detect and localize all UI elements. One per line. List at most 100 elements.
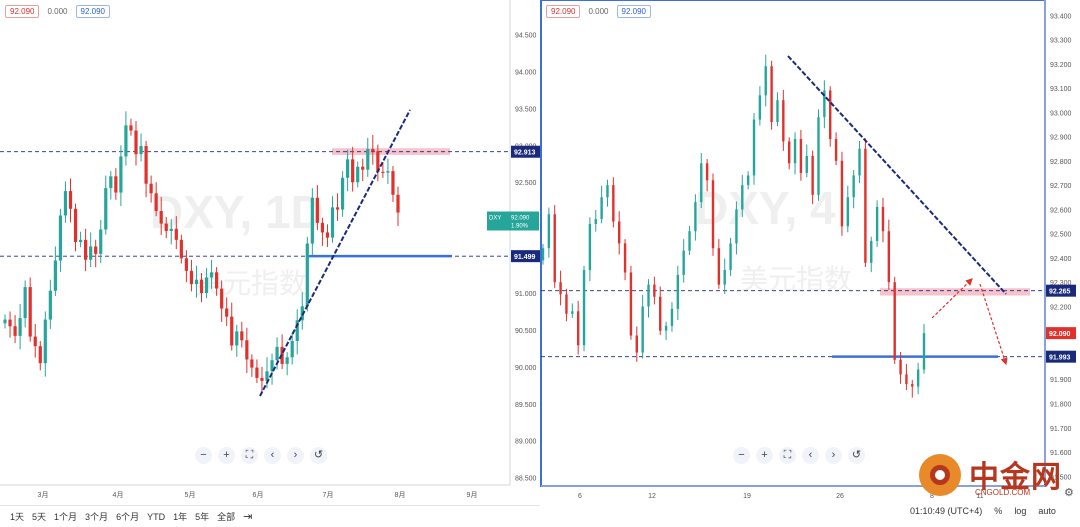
x-tick-label: 19 [743,493,751,500]
candle-body [356,166,360,183]
reset-chart-button[interactable]: ↺ [848,447,865,464]
candle-body [230,316,234,346]
candle-body [330,207,335,238]
scroll-right-button[interactable]: › [287,447,304,464]
trend-line [259,109,411,397]
candle-body [199,279,204,293]
scroll-right-button[interactable]: › [825,447,842,464]
plot-frame [0,0,510,485]
four-hour-candlestick-chart[interactable]: 91.50091.60091.70091.80091.90092.00092.1… [540,0,1080,505]
zoom-out-button[interactable]: − [733,447,750,464]
scroll-left-button[interactable]: ‹ [264,447,281,464]
projection-arrow-up [931,278,973,319]
candle-body [875,206,879,241]
candle-body [396,194,400,213]
settings-gear-icon[interactable]: ⚙ [1064,487,1074,499]
candle-body [255,367,259,378]
price-label: 91.499 [514,254,536,261]
y-tick-label: 93.500 [515,106,537,113]
candle-body [305,243,309,307]
range-ytd[interactable]: YTD [147,511,166,522]
x-tick-label: 4月 [113,491,124,499]
x-tick-label: 8 [930,493,934,500]
range-5d[interactable]: 5天 [32,512,47,522]
candle-body [184,258,188,271]
left-ohlc-header: 92.090 0.000 92.090 [5,5,110,18]
candle-body [335,207,340,210]
x-tick-label: 6 [578,493,582,500]
price-label-bg [1046,350,1076,363]
candle-body [144,146,148,184]
fullscreen-button[interactable]: ⛶ [241,447,258,464]
y-tick-label: 92.700 [1050,183,1072,190]
candle-body [922,333,926,370]
candle-body [864,148,867,263]
plot-frame [540,0,1046,487]
candle-body [129,125,133,131]
watermark-symbol: DXY, 1D [150,186,324,238]
candle-body [735,209,738,244]
auto-toggle[interactable]: auto [1038,506,1056,516]
x-tick-label: 7月 [323,491,334,499]
right-open-value: 92.090 [546,5,581,18]
range-all[interactable]: 全部 [217,512,236,522]
candle-body [571,311,574,314]
y-tick-label: 92.200 [1050,304,1072,311]
candle-body [541,248,545,261]
candle-body [916,369,920,387]
candle-body [315,197,319,223]
last-price-value: 92.090 [511,216,530,222]
candle-body [670,308,674,326]
right-status-bar: 01:10:49 (UTC+4) % log auto [910,506,1056,516]
price-label: 91.993 [1049,355,1071,362]
zoom-out-button[interactable]: − [195,447,212,464]
x-tick-label: 8月 [395,491,406,499]
candle-body [852,175,855,198]
candle-body [899,359,902,375]
range-6m[interactable]: 6个月 [116,512,140,522]
candle-body [752,119,756,176]
range-1m[interactable]: 1个月 [54,512,78,522]
candle-body [664,325,668,331]
y-tick-label: 88.500 [515,476,537,483]
candle-body [23,287,27,319]
candle-body [13,326,17,336]
candle-body [805,156,808,173]
candle-body [240,331,244,341]
candle-body [793,139,797,164]
range-selector-bar: 1天 5天 1个月 3个月 6个月 YTD 1年 5年 全部 ⇥ [0,505,540,527]
y-tick-label: 92.500 [515,180,537,187]
candle-body [3,319,7,324]
y-tick-label: 92.300 [1050,280,1072,287]
goto-date-icon[interactable]: ⇥ [243,511,253,523]
candle-body [834,139,838,161]
y-tick-label: 91.000 [515,291,537,298]
log-toggle[interactable]: log [1014,506,1027,516]
range-1y[interactable]: 1年 [173,512,188,522]
y-tick-label: 92.500 [1050,232,1072,239]
candle-body [58,215,63,261]
candle-body [48,290,52,320]
zoom-in-button[interactable]: + [756,447,773,464]
daily-candlestick-chart[interactable]: 88.50089.00089.50090.00090.50091.00091.5… [0,0,540,505]
percent-toggle[interactable]: % [994,506,1003,516]
fullscreen-button[interactable]: ⛶ [779,447,796,464]
watermark-symbol: DXY, 4 [695,182,836,234]
candle-body [275,346,279,361]
y-tick-label: 90.500 [515,328,537,335]
candle-body [811,156,814,195]
y-tick-label: 91.800 [1050,402,1072,409]
candle-body [376,151,380,172]
reset-chart-button[interactable]: ↺ [310,447,327,464]
candle-body [711,180,715,249]
candle-body [164,223,168,231]
right-chart-toolbar: − + ⛶ ‹ › ↺ [733,447,865,464]
y-tick-label: 91.900 [1050,377,1072,384]
zoom-in-button[interactable]: + [218,447,235,464]
right-close-value: 92.090 [616,5,651,18]
range-1d[interactable]: 1天 [10,512,25,522]
candle-body [68,191,73,209]
scroll-left-button[interactable]: ‹ [802,447,819,464]
range-3m[interactable]: 3个月 [85,512,109,522]
range-5y[interactable]: 5年 [195,512,210,522]
